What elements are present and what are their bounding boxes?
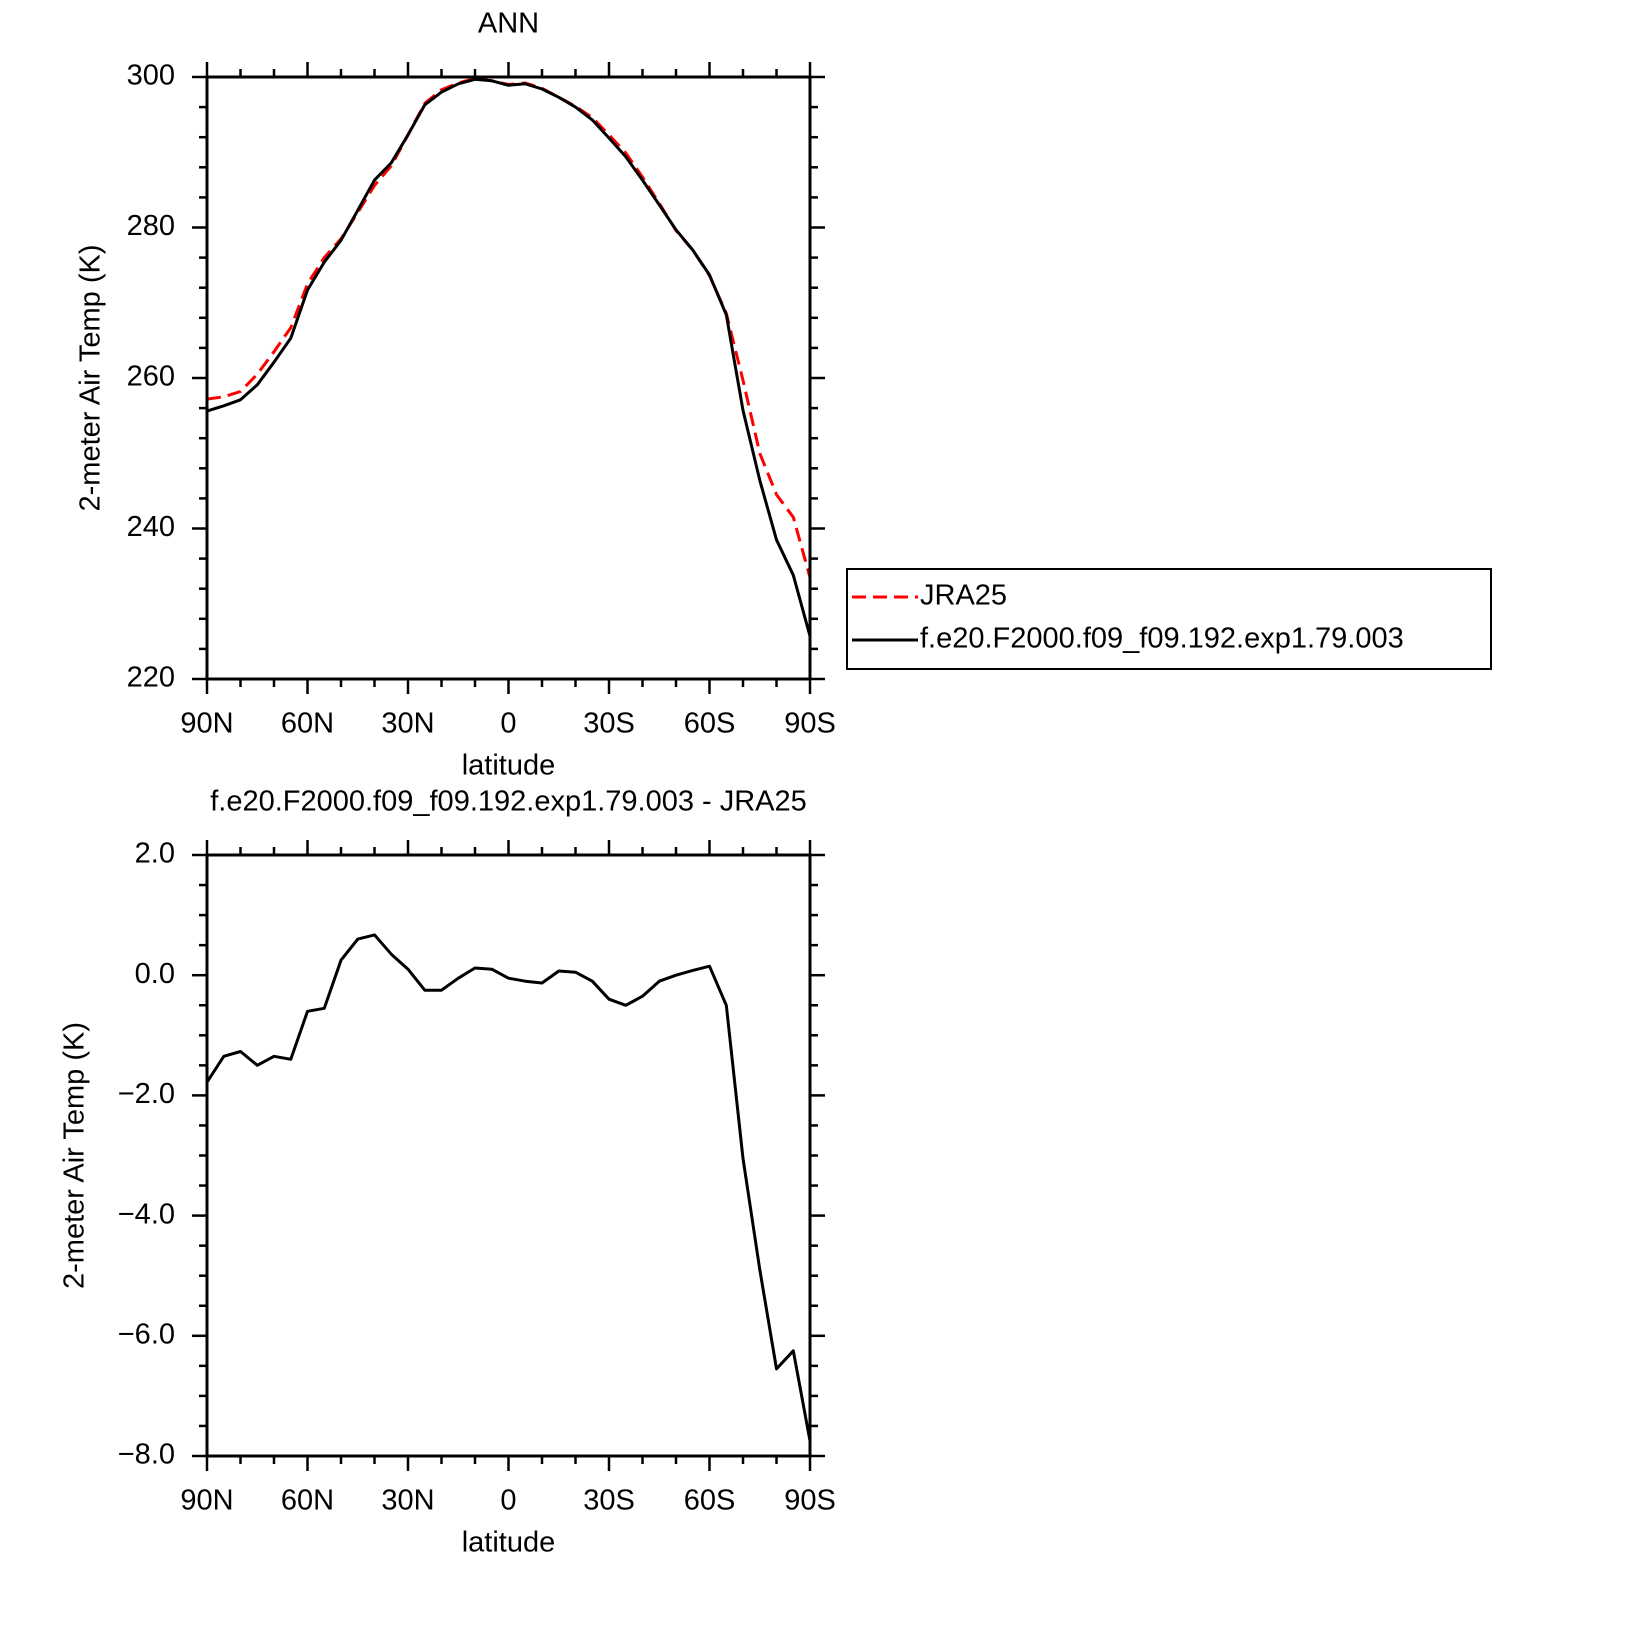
data-line xyxy=(206,77,812,637)
x-tick-label: 0 xyxy=(500,708,516,740)
y-tick-label: 0.0 xyxy=(135,958,175,990)
x-tick-label: 30N xyxy=(381,1485,434,1517)
x-tick-label: 30N xyxy=(381,708,434,740)
x-tick-label: 60N xyxy=(281,708,334,740)
y-tick-label: −8.0 xyxy=(118,1439,175,1471)
legend-label: f.e20.F2000.f09_f09.192.exp1.79.003 xyxy=(920,623,1404,655)
x-tick-label: 0 xyxy=(500,1485,516,1517)
y-tick-label: 280 xyxy=(127,210,175,242)
x-tick-label: 90S xyxy=(784,708,836,740)
y-axis-label: 2-meter Air Temp (K) xyxy=(59,1022,91,1289)
y-tick-label: 260 xyxy=(127,361,175,393)
plot-frame xyxy=(205,75,812,681)
x-tick-label: 30S xyxy=(583,708,635,740)
legend: JRA25 f.e20.F2000.f09_f09.192.exp1.79.003 xyxy=(846,568,1492,670)
x-tick-label: 30S xyxy=(583,1485,635,1517)
x-axis-label: latitude xyxy=(462,750,556,782)
y-tick-label: −6.0 xyxy=(118,1318,175,1350)
x-tick-label: 60N xyxy=(281,1485,334,1517)
y-tick-label: 240 xyxy=(127,511,175,543)
y-tick-label: 2.0 xyxy=(135,838,175,870)
x-tick-label: 90N xyxy=(180,708,233,740)
data-line xyxy=(206,77,812,578)
plot-frame xyxy=(205,853,812,1458)
y-tick-label: 220 xyxy=(127,662,175,694)
data-line xyxy=(205,933,812,1442)
x-tick-label: 60S xyxy=(684,708,736,740)
x-tick-label: 90S xyxy=(784,1485,836,1517)
x-axis-label: latitude xyxy=(462,1527,556,1559)
y-axis-label: 2-meter Air Temp (K) xyxy=(75,245,107,512)
legend-box xyxy=(846,568,1492,670)
chart-title: ANN xyxy=(478,8,539,40)
y-tick-label: −4.0 xyxy=(118,1198,175,1230)
x-tick-label: 90N xyxy=(180,1485,233,1517)
legend-label: JRA25 xyxy=(920,580,1007,612)
x-tick-label: 60S xyxy=(684,1485,736,1517)
y-tick-label: 300 xyxy=(127,60,175,92)
y-tick-label: −2.0 xyxy=(118,1078,175,1110)
chart-title: f.e20.F2000.f09_f09.192.exp1.79.003 - JR… xyxy=(210,786,807,818)
